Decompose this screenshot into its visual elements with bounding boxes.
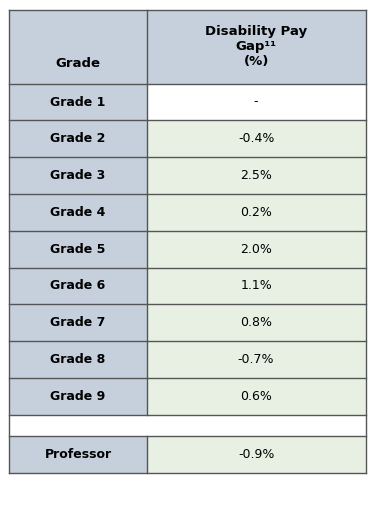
Bar — [9, 341, 147, 378]
Bar — [9, 436, 147, 473]
Text: Grade: Grade — [56, 57, 100, 70]
Text: -: - — [254, 95, 258, 109]
Bar — [147, 268, 366, 304]
Text: Grade 9: Grade 9 — [50, 390, 106, 403]
Bar — [147, 341, 366, 378]
Bar — [9, 414, 366, 436]
Text: 0.8%: 0.8% — [240, 316, 272, 329]
Bar — [9, 10, 147, 84]
Text: Grade 8: Grade 8 — [50, 353, 106, 366]
Bar — [147, 231, 366, 268]
Bar — [147, 157, 366, 194]
Text: 0.6%: 0.6% — [240, 390, 272, 403]
Text: 2.0%: 2.0% — [240, 243, 272, 255]
Text: -0.4%: -0.4% — [238, 132, 274, 145]
Bar — [9, 268, 147, 304]
Text: Grade 3: Grade 3 — [50, 169, 106, 182]
Text: 2.5%: 2.5% — [240, 169, 272, 182]
Bar — [147, 10, 366, 84]
Bar — [147, 120, 366, 157]
Bar — [9, 157, 147, 194]
Text: Grade 4: Grade 4 — [50, 206, 106, 219]
Text: Disability Pay
Gap¹¹
(%): Disability Pay Gap¹¹ (%) — [205, 25, 307, 68]
Text: Professor: Professor — [44, 448, 111, 461]
Text: Grade 7: Grade 7 — [50, 316, 106, 329]
Text: -0.7%: -0.7% — [238, 353, 274, 366]
Bar — [147, 304, 366, 341]
Bar — [147, 194, 366, 231]
Bar — [9, 304, 147, 341]
Bar — [9, 231, 147, 268]
Bar — [9, 120, 147, 157]
Text: Grade 2: Grade 2 — [50, 132, 106, 145]
Text: Grade 1: Grade 1 — [50, 95, 106, 109]
Text: -0.9%: -0.9% — [238, 448, 274, 461]
Text: Grade 5: Grade 5 — [50, 243, 106, 255]
Text: 0.2%: 0.2% — [240, 206, 272, 219]
Bar — [147, 84, 366, 120]
Bar — [9, 378, 147, 414]
Bar — [9, 194, 147, 231]
Text: Grade 6: Grade 6 — [50, 279, 106, 293]
Bar — [9, 84, 147, 120]
Bar — [147, 436, 366, 473]
Bar — [147, 378, 366, 414]
Text: 1.1%: 1.1% — [240, 279, 272, 293]
